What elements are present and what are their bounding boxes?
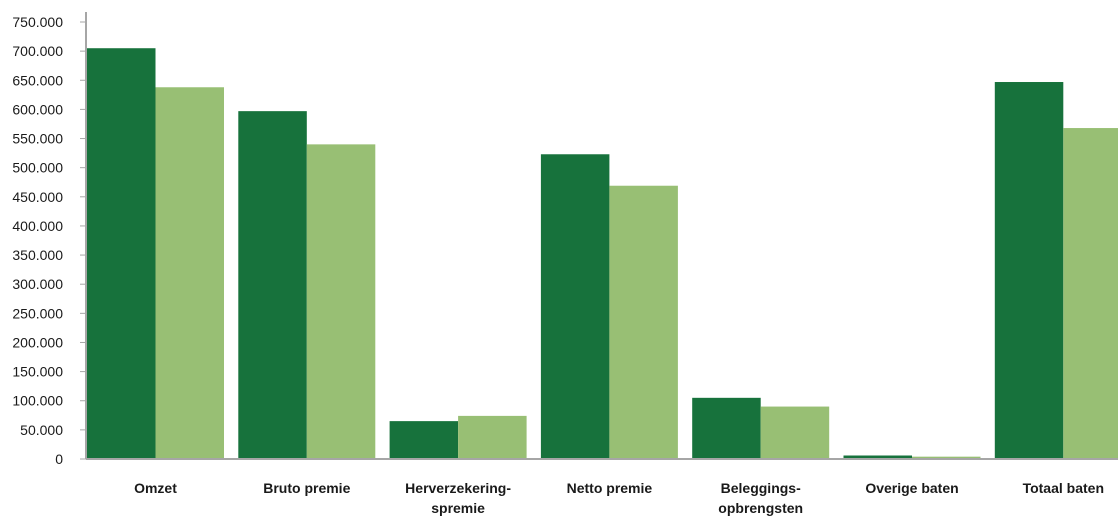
bar-series-1-cat-5 [692,397,761,459]
y-tick-label: 600.000 [12,101,63,117]
x-category-label: Bruto premie [263,480,350,496]
x-category-label-line: spremie [431,500,485,516]
bars [87,48,1118,460]
y-tick-label: 250.000 [12,305,63,321]
x-category-label: Omzet [134,480,177,496]
x-axis-labels: Omzet Bruto premie Herverzekering-spremie N… [134,480,1104,516]
y-tick-label: 400.000 [12,218,63,234]
y-tick-label: 350.000 [12,247,63,263]
y-tick-label: 500.000 [12,160,63,176]
x-category-label: Netto premie [567,480,653,496]
y-tick-label: 100.000 [12,393,63,409]
x-category-label-line: opbrengsten [718,500,803,516]
bar-series-2-cat-3 [458,415,527,459]
x-category-label: Totaal baten [1023,480,1104,496]
bar-series-2-cat-2 [306,144,376,460]
bar-series-1-cat-6 [843,455,912,459]
x-category-label-line: Bruto premie [263,480,350,496]
bar-series-2-cat-5 [760,406,830,459]
y-axis-ticks: 0 50.000 100.000 150.000 200.000 250.000 300.0… [12,14,86,467]
y-tick-label: 700.000 [12,43,63,59]
bar-series-1-cat-2 [238,111,307,459]
x-category-label-line: Overige baten [865,480,958,496]
y-tick-label: 0 [55,451,63,467]
bar-series-1-cat-4 [540,154,610,460]
y-tick-label: 750.000 [12,14,63,30]
bar-series-2-cat-4 [609,185,678,459]
bar-series-1-cat-7 [994,82,1064,460]
x-category-label: Herverzekering-spremie [405,480,511,516]
y-tick-label: 550.000 [12,131,63,147]
x-category-label: Overige baten [865,480,958,496]
bar-series-2-cat-6 [912,456,981,459]
y-tick-label: 150.000 [12,364,63,380]
bar-series-2-cat-1 [155,87,224,459]
x-category-label: Beleggings-opbrengsten [718,480,803,516]
y-tick-label: 200.000 [12,334,63,350]
bar-series-1-cat-1 [87,48,156,459]
bar-series-1-cat-3 [389,421,459,459]
x-category-label-line: Omzet [134,480,177,496]
x-category-label-line: Totaal baten [1023,480,1104,496]
y-tick-label: 300.000 [12,276,63,292]
x-category-label-line: Beleggings- [721,480,801,496]
y-tick-label: 50.000 [20,422,63,438]
x-category-label-line: Herverzekering- [405,480,511,496]
y-tick-label: 450.000 [12,189,63,205]
bar-series-2-cat-7 [1063,128,1118,459]
y-tick-label: 650.000 [12,72,63,88]
x-category-label-line: Netto premie [567,480,653,496]
